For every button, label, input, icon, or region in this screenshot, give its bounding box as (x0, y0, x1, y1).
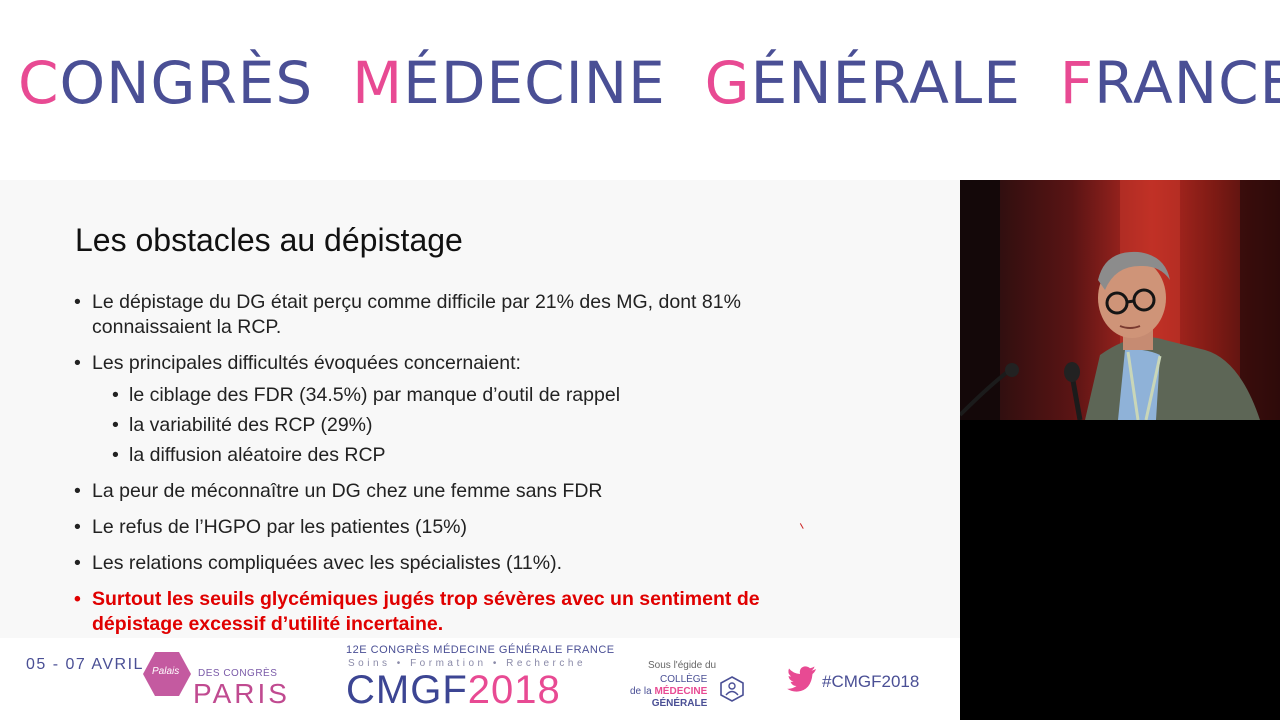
highlighted-bullet-item: Surtout les seuils glycémiques jugés tro… (72, 587, 832, 637)
college-line-4: GÉNÉRALE (651, 698, 708, 709)
cmgf-logo-year: 2018 (467, 668, 561, 712)
bullet-item: Les relations compliquées avec les spéci… (72, 551, 832, 576)
congress-banner: CONGRÈS MÉDECINE GÉNÉRALE FRANCE (0, 0, 1280, 180)
banner-word-3-rest: ÉNÉRALE (750, 49, 1021, 117)
slide-title: Les obstacles au dépistage (75, 222, 463, 258)
banner-word-2-rest: ÉDECINE (403, 49, 666, 117)
college-line-3: MÉDECINE (654, 686, 708, 697)
banner-word-1-rest: ONGRÈS (59, 49, 314, 117)
palais-city: PARIS (193, 678, 290, 709)
college-line-1: COLLÈGE (660, 674, 708, 685)
banner-word-2-initial: M (352, 49, 404, 117)
banner-title: CONGRÈS MÉDECINE GÉNÉRALE FRANCE (18, 48, 1280, 118)
palais-des-congres-label: DES CONGRÈS (198, 668, 278, 679)
bullet-item: La peur de méconnaître un DG chez une fe… (72, 479, 832, 504)
sub-bullet-item: la diffusion aléatoire des RCP (92, 443, 832, 468)
congress-tagline: Soins • Formation • Recherche (348, 658, 587, 669)
banner-word-3-initial: G (704, 49, 751, 117)
bullet-item: Les principales difficultés évoquées con… (72, 351, 832, 468)
sub-bullet-item: le ciblage des FDR (34.5%) par manque d’… (92, 383, 832, 408)
palais-label: Palais (152, 666, 180, 677)
bullet-text: Les principales difficultés évoquées con… (92, 352, 521, 374)
college-logo-text: COLLÈGE de la MÉDECINE GÉNÉRALE (630, 674, 707, 710)
speaker-video (960, 180, 1280, 420)
banner-word-4-initial: F (1059, 49, 1095, 117)
video-panel (960, 180, 1280, 720)
banner-word-1-initial: C (18, 49, 60, 117)
speaker-illustration (960, 180, 1280, 420)
bullet-item: Le dépistage du DG était perçu comme dif… (72, 290, 832, 340)
bullet-item: Le refus de l’HGPO par les patientes (15… (72, 515, 832, 540)
event-hashtag: #CMGF2018 (822, 672, 920, 691)
college-logo-icon (720, 676, 744, 702)
college-line-2: de la (630, 686, 652, 697)
congress-line: 12E CONGRÈS MÉDECINE GÉNÉRALE FRANCE (346, 644, 615, 656)
cmgf-logo-letters: CMGF (346, 668, 468, 712)
banner-word-4-rest: RANCE (1094, 49, 1280, 117)
congress-footer: 05 - 07 AVRIL Palais DES CONGRÈS PARIS 1… (0, 638, 960, 720)
presentation-slide: Les obstacles au dépistage Le dépistage … (0, 180, 960, 638)
slide-bullet-list: Le dépistage du DG était perçu comme dif… (72, 290, 832, 638)
sub-bullet-item: la variabilité des RCP (29%) (92, 413, 832, 438)
event-dates: 05 - 07 AVRIL (26, 656, 144, 673)
egide-label: Sous l'égide du (648, 660, 717, 671)
twitter-bird-icon (787, 666, 816, 692)
cmgf-logo: CMGF2018 (346, 668, 561, 713)
sub-bullet-list: le ciblage des FDR (34.5%) par manque d’… (92, 383, 832, 468)
